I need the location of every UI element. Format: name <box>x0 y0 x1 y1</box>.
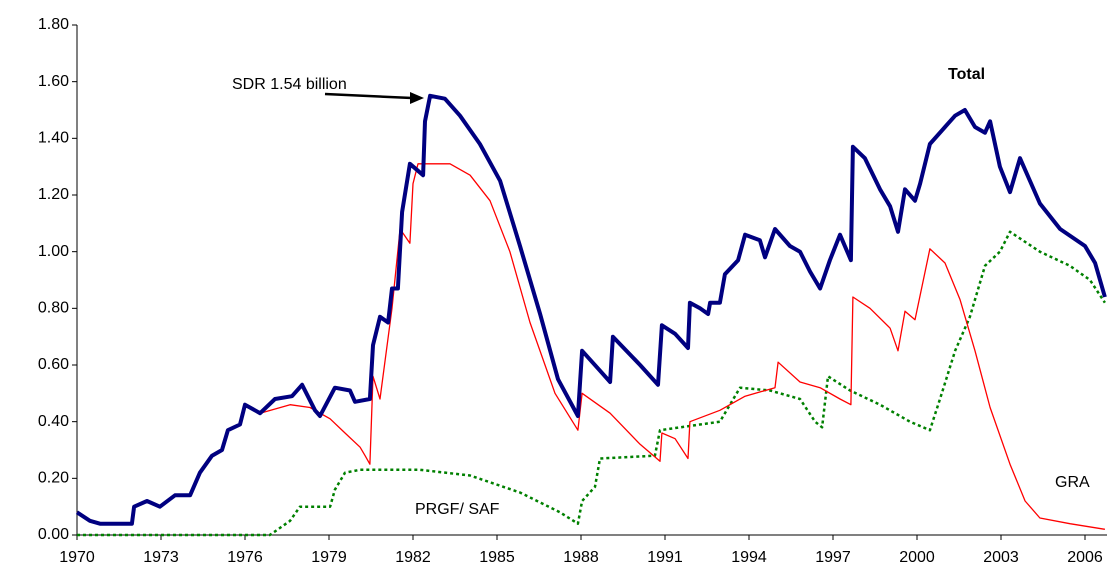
x-tick-label: 1976 <box>227 549 263 566</box>
y-tick-label: 0.80 <box>38 300 69 317</box>
y-tick-label: 0.00 <box>38 526 69 543</box>
x-tick-label: 2003 <box>983 549 1019 566</box>
y-tick-label: 1.40 <box>38 130 69 147</box>
y-tick-label: 0.40 <box>38 413 69 430</box>
series-label: PRGF/ SAF <box>415 501 500 518</box>
x-tick-label: 1994 <box>731 549 767 566</box>
series-line <box>77 230 1106 537</box>
annotation-arrow <box>324 92 413 100</box>
x-tick-label: 1970 <box>59 549 95 566</box>
x-tick-label: 1982 <box>395 549 431 566</box>
y-tick-label: 0.60 <box>38 356 69 373</box>
x-tick-label: 1997 <box>815 549 851 566</box>
x-tick-label: 1979 <box>311 549 347 566</box>
y-tick-label: 1.80 <box>38 16 69 33</box>
y-tick-label: 1.60 <box>38 73 69 90</box>
series-label: Total <box>948 66 985 83</box>
y-tick-label: 1.20 <box>38 186 69 203</box>
x-tick-label: 1985 <box>479 549 515 566</box>
annotation: SDR 1.54 billion <box>232 76 347 93</box>
series-line <box>76 163 1106 530</box>
series-line <box>75 93 1107 526</box>
annotation-arrowhead <box>410 92 424 104</box>
y-tick-label: 0.20 <box>38 470 69 487</box>
x-tick-label: 1973 <box>143 549 179 566</box>
y-tick-label: 1.00 <box>38 243 69 260</box>
x-tick-label: 1991 <box>647 549 683 566</box>
series-label: GRA <box>1055 474 1090 491</box>
x-tick-label: 2006 <box>1067 549 1103 566</box>
x-tick-label: 2000 <box>899 549 935 566</box>
x-tick-label: 1988 <box>563 549 599 566</box>
